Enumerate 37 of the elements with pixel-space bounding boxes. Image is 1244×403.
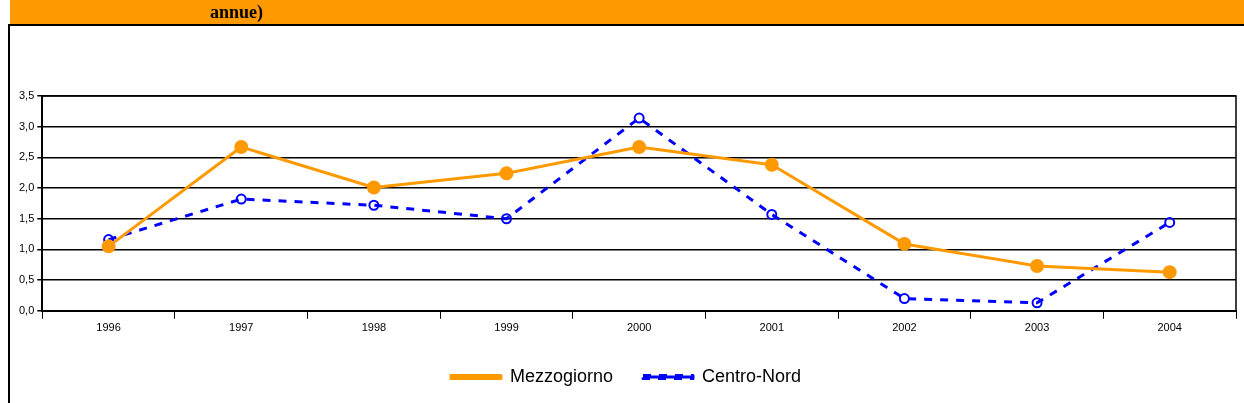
chart-title: annue) — [210, 2, 264, 23]
point — [764, 157, 779, 172]
x-tick-label: 1999 — [494, 321, 519, 334]
point — [101, 239, 116, 254]
point — [501, 213, 513, 225]
y-tick-label: 1,0 — [18, 242, 35, 255]
point — [234, 139, 249, 154]
point — [366, 180, 381, 195]
x-tick-label: 2003 — [1024, 321, 1050, 334]
point — [633, 112, 645, 124]
y-tick-label: 0,0 — [18, 303, 35, 316]
x-tick-label: 1997 — [229, 321, 254, 334]
point — [499, 166, 514, 181]
y-tick-label: 0,5 — [18, 273, 35, 286]
point — [1162, 265, 1177, 280]
x-tick-label: 2001 — [759, 321, 785, 334]
x-tick-label: 1996 — [96, 321, 121, 334]
point — [897, 236, 912, 251]
point — [1030, 259, 1045, 273]
y-tick-label: 2,5 — [18, 150, 35, 163]
x-tick-label: 1998 — [361, 321, 387, 334]
x-tick-label: 2004 — [1157, 321, 1182, 334]
x-tick-label: 2000 — [626, 321, 652, 334]
legend-label: Mezzogiorno — [509, 365, 614, 386]
x-tick-label: 2002 — [892, 321, 917, 334]
point — [1164, 216, 1176, 228]
point — [235, 193, 247, 205]
y-tick-label: 3,5 — [18, 89, 35, 102]
legend-label: Centro-Nord — [702, 365, 802, 386]
y-tick-label: 3,0 — [18, 119, 35, 132]
y-tick-label: 1,5 — [18, 211, 35, 224]
point — [1031, 297, 1043, 309]
point — [632, 139, 647, 154]
point — [898, 293, 910, 305]
point — [766, 208, 778, 220]
point — [368, 199, 380, 211]
y-tick-label: 2,0 — [18, 181, 35, 194]
